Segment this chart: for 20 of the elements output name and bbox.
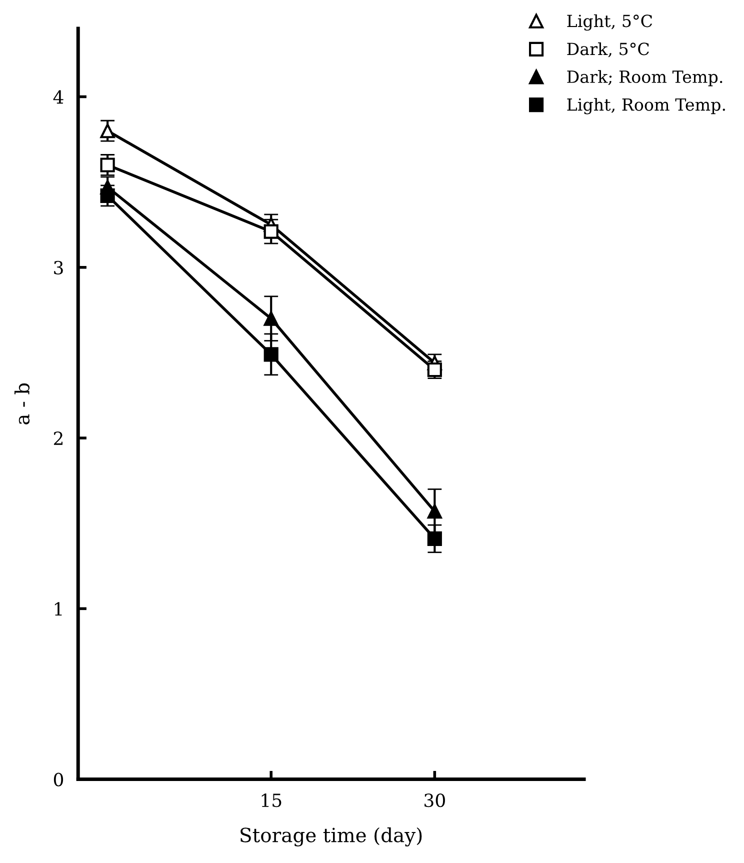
legend-label: Dark; Room Temp. (567, 70, 722, 86)
legend-label: Light, 5°C (567, 14, 652, 31)
point (427, 504, 442, 519)
point (264, 311, 278, 326)
y-tick-label: 3 (54, 260, 63, 274)
y-tick-label: 0 (54, 772, 64, 786)
x-tick-label: 30 (424, 793, 445, 808)
y-tick-label: 2 (54, 431, 62, 445)
point (100, 124, 115, 138)
y-tick-label: 1 (54, 602, 62, 616)
y-tick-label: 4 (53, 90, 64, 104)
x-axis-title: Storage time (day) (240, 827, 422, 846)
point (100, 188, 115, 203)
legend-label: Light, Room Temp. (567, 98, 725, 114)
point (100, 158, 115, 172)
point (427, 531, 442, 546)
x-tick-label: 15 (262, 793, 282, 808)
point (264, 347, 278, 362)
y-axis-title: a - b (14, 383, 30, 424)
legend-label: Dark, 5°C (567, 42, 649, 58)
